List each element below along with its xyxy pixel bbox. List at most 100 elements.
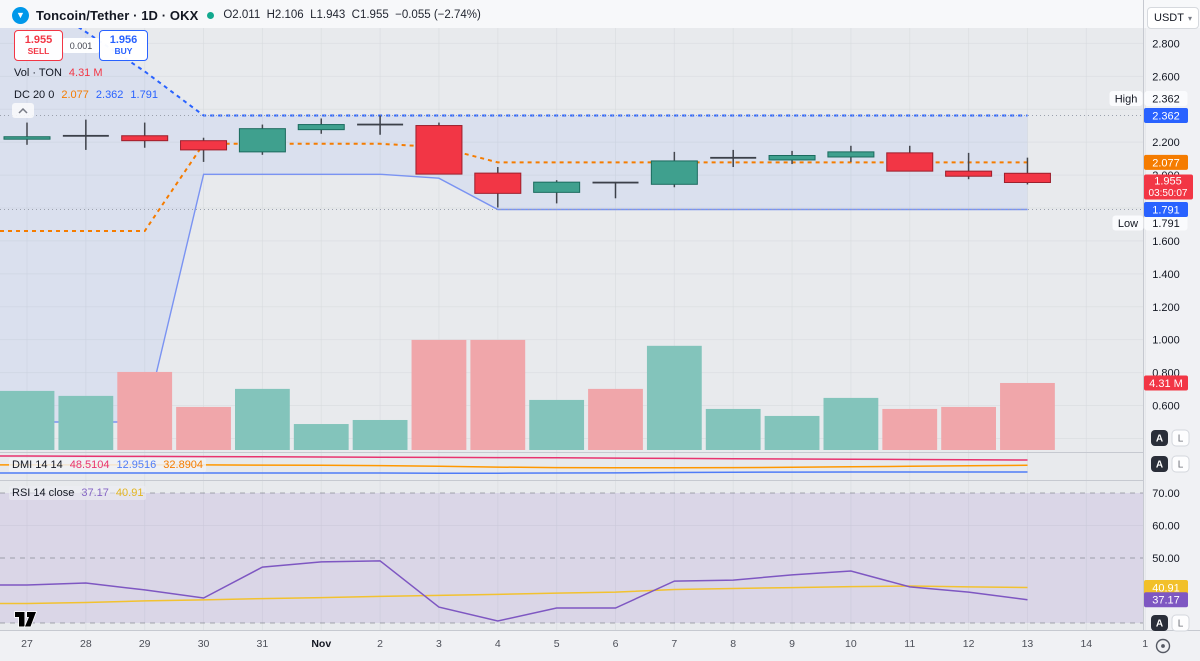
pane-collapse-button[interactable] (12, 103, 34, 118)
dc-basis-value: 2.077 (61, 89, 89, 101)
candle-doji-body (357, 123, 404, 126)
candle-body (180, 140, 228, 151)
gear-icon-dot (1161, 644, 1165, 648)
tradingview-logo[interactable] (14, 611, 38, 628)
log-scale-button[interactable]: L (1171, 455, 1190, 473)
time-tick-label: 27 (21, 638, 33, 650)
log-scale-label: L (1178, 619, 1184, 630)
time-tick-label: 29 (139, 638, 151, 650)
tv-logo-glyph-7 (23, 611, 38, 628)
axis-badge: 2.077 (1144, 154, 1188, 170)
price-tick-label: 0.600 (1152, 401, 1180, 413)
trade-widget: 1.955 SELL 0.001 1.956 BUY (14, 30, 148, 61)
rsi-legend[interactable]: RSI 14 close 37.17 40.91 (9, 486, 147, 500)
axis-badge-bg (1144, 592, 1188, 608)
auto-scale-bg[interactable] (1151, 430, 1168, 446)
time-tick-label: 10 (845, 638, 857, 650)
symbol-title[interactable]: Toncoin/Tether · 1D · OKX (36, 7, 199, 23)
dc-upper-value: 2.362 (95, 89, 124, 101)
volume-value: 4.31 M (68, 67, 103, 79)
price-tick-label: 1.600 (1152, 236, 1180, 248)
axis-badge-bg (1144, 375, 1188, 391)
auto-scale-button[interactable]: A (1151, 430, 1168, 446)
countdown-text: 03:50:07 (1149, 188, 1188, 199)
log-scale-bg[interactable] (1171, 455, 1190, 473)
auto-scale-label: A (1156, 460, 1163, 471)
rsi-ma-line (0, 585, 1028, 605)
volume-bar (411, 339, 467, 450)
candle-body (533, 181, 581, 193)
header-band (0, 0, 1200, 28)
axis-badge: 40.91 (1144, 580, 1188, 596)
dmi-legend[interactable]: DMI 14 14 48.5104 12.9516 32.8904 (9, 458, 207, 472)
donchian-legend[interactable]: DC 20 0 2.077 2.362 1.791 (11, 88, 161, 102)
gear-icon[interactable] (1155, 638, 1171, 654)
low-value-chip (1144, 215, 1188, 231)
dc-fill (0, 28, 1028, 422)
candle-body (768, 154, 816, 161)
buy-button[interactable]: 1.956 BUY (99, 30, 148, 61)
price-tick-label: 2.800 (1152, 38, 1180, 50)
time-tick-label: 12 (963, 638, 975, 650)
time-tick-label: 13 (1022, 638, 1034, 650)
time-tick-label: 9 (789, 638, 795, 650)
candle-body (415, 125, 463, 175)
candle-body (474, 172, 522, 194)
time-axis-strip[interactable] (0, 630, 1200, 661)
volume-bar (588, 388, 643, 450)
axis-badge: 4.31 M (1144, 375, 1188, 391)
volume-bar (705, 408, 761, 450)
candle-body (238, 128, 286, 153)
symbol-header: ▼ Toncoin/Tether · 1D · OKX O2.011 H2.10… (12, 6, 481, 24)
toncoin-logo-icon: ▼ (12, 6, 29, 24)
axis-badge-bg (1144, 201, 1188, 217)
volume-bar (352, 419, 408, 450)
axis-badge-text: 4.31 M (1149, 378, 1183, 390)
volume-bar (823, 397, 879, 450)
log-scale-button[interactable]: L (1171, 429, 1190, 447)
dmi-plus-di-line (0, 471, 1028, 474)
axis-badge-text: 1.791 (1152, 204, 1180, 216)
ohlc-values: O2.011 H2.106 L1.943 C1.955 −0.055 (−2.7… (223, 9, 481, 21)
candle-body (945, 170, 993, 177)
price-axis-strip[interactable] (1143, 28, 1200, 630)
time-tick-label: 11 (904, 638, 915, 650)
time-tick-label: 8 (730, 638, 736, 650)
log-scale-button[interactable]: L (1171, 614, 1190, 632)
currency-selector[interactable]: USDT ▾ (1147, 7, 1199, 29)
axis-badge-text: 2.077 (1152, 157, 1180, 169)
volume-bar (470, 339, 526, 450)
time-tick-label: Nov (311, 638, 331, 650)
rsi-tick-label: 60.00 (1152, 521, 1180, 533)
log-scale-bg[interactable] (1171, 429, 1190, 447)
volume-bar (1000, 382, 1055, 450)
log-scale-bg[interactable] (1171, 614, 1190, 632)
axis-settings-button[interactable] (1155, 638, 1171, 654)
dc-upper-line (77, 28, 1028, 117)
auto-scale-bg[interactable] (1151, 456, 1168, 472)
auto-scale-label: A (1156, 619, 1163, 630)
rsi-value: 37.17 (81, 487, 109, 499)
volume-bar (117, 371, 173, 450)
candle-body (297, 124, 345, 131)
volume-legend[interactable]: Vol · TON 4.31 M (11, 66, 106, 80)
time-tick-label: 28 (80, 638, 92, 650)
high-label-chip (1109, 91, 1143, 106)
time-axis-labels: 27 28 29 30 31 Nov 2 3 4 5 6 7 8 9 10 11 12 13 14 1 (21, 638, 1148, 650)
auto-scale-bg[interactable] (1151, 615, 1168, 631)
rsi-tick-label: 70.00 (1152, 488, 1180, 500)
auto-scale-button[interactable]: A (1151, 615, 1168, 631)
axis-badge-bg (1144, 580, 1188, 596)
time-tick-label: 7 (671, 638, 677, 650)
buy-label: BUY (114, 45, 133, 56)
sell-price: 1.955 (24, 34, 53, 47)
sell-button[interactable]: 1.955 SELL (14, 30, 63, 61)
auto-scale-button[interactable]: A (1151, 456, 1168, 472)
candle-doji-body (62, 134, 109, 137)
